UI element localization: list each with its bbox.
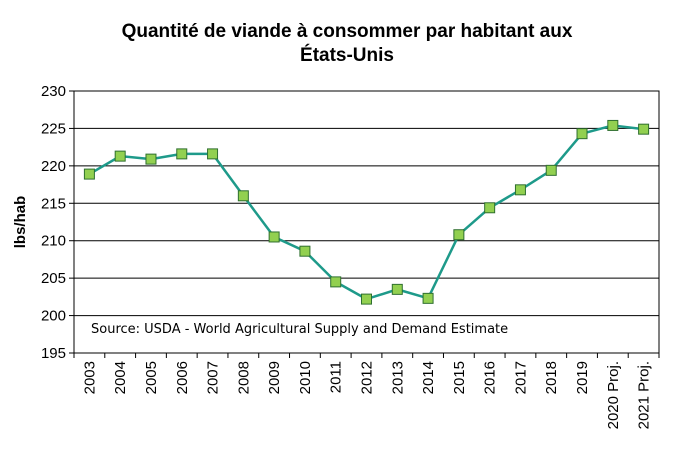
x-tick-label: 2016 <box>482 361 499 394</box>
x-tick-label: 2020 Proj. <box>605 361 622 429</box>
gridlines <box>74 127 659 317</box>
y-tick-label: 200 <box>41 308 66 325</box>
x-tick-label: 2017 <box>512 361 529 394</box>
data-point-marker <box>114 150 126 162</box>
x-tick-label: 2009 <box>266 361 283 394</box>
x-tick-label: 2010 <box>297 361 314 394</box>
x-tick-label: 2019 <box>574 361 591 394</box>
y-tick-label: 220 <box>41 158 66 175</box>
data-point-marker <box>330 276 342 288</box>
y-axis-title: lbs/hab <box>12 196 29 249</box>
data-point-marker <box>545 164 557 176</box>
data-point-marker <box>145 153 157 165</box>
y-tick-label: 210 <box>41 233 66 250</box>
x-tick-label: 2012 <box>359 361 376 394</box>
data-point-marker <box>422 292 434 304</box>
data-point-marker <box>176 148 188 160</box>
series-line <box>88 124 644 301</box>
x-tick-label: 2013 <box>389 361 406 394</box>
chart-title-line-1: Quantité de viande à consommer par habit… <box>122 21 573 42</box>
x-tick-label: 2018 <box>543 361 560 394</box>
data-point-marker <box>391 283 403 295</box>
x-tick-label: 2003 <box>81 361 98 394</box>
y-tick-label: 225 <box>41 120 66 137</box>
source-annotation: Source: USDA - World Agricultural Supply… <box>91 322 508 337</box>
plot-area-frame <box>73 90 660 354</box>
data-point-marker <box>237 190 249 202</box>
data-point-marker <box>268 231 280 243</box>
data-point-marker <box>514 184 526 196</box>
data-point-marker <box>484 202 496 214</box>
x-tick-label: 2007 <box>205 361 222 394</box>
data-point-marker <box>361 293 372 305</box>
x-tick-label: 2021 Proj. <box>636 361 653 429</box>
data-point-marker <box>607 119 619 131</box>
x-tick-label: 2011 <box>328 361 345 393</box>
x-tick-label: 2008 <box>235 361 252 394</box>
data-point-marker <box>576 128 588 140</box>
data-point-marker <box>207 148 219 160</box>
y-tick-label: 230 <box>41 83 66 100</box>
y-tick-label: 215 <box>41 195 66 212</box>
data-point-marker <box>299 245 311 257</box>
x-tick-label: 2014 <box>420 361 437 394</box>
series-layer <box>83 119 650 305</box>
x-tick-label: 2015 <box>451 361 468 394</box>
x-tick-label: 2004 <box>112 361 129 394</box>
chart-title-line-2: États-Unis <box>300 44 394 66</box>
x-axis-ticks: 2003 2004 2005 2006 2007 2008 2009 2010 2011 2012… <box>73 353 660 429</box>
y-tick-label: 205 <box>41 270 66 287</box>
x-tick-label: 2006 <box>174 361 191 394</box>
y-tick-label: 195 <box>41 345 66 362</box>
y-axis-ticks: 195 200 205 210 215 220 225 230 <box>41 83 74 362</box>
data-point-marker <box>83 168 95 180</box>
data-point-marker <box>638 123 650 135</box>
x-tick-label: 2005 <box>143 361 160 394</box>
data-point-marker <box>453 229 465 241</box>
